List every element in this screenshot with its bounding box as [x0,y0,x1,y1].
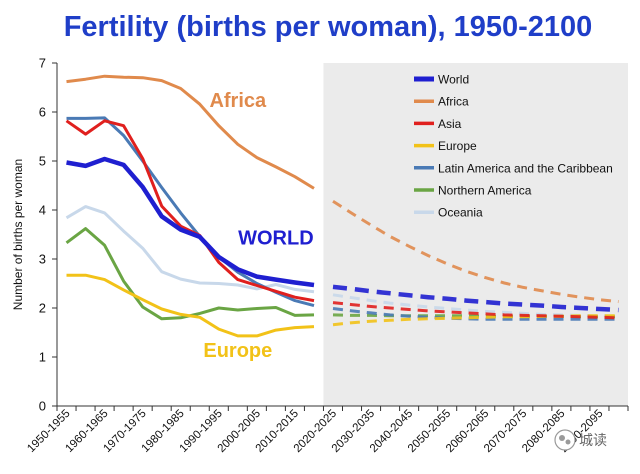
y-tick-label: 4 [39,203,46,218]
series-asia-projection [332,301,619,320]
y-tick-label: 5 [39,154,46,169]
series-world-line [66,156,315,288]
y-tick-label: 0 [39,399,46,414]
y-tick-label: 1 [39,350,46,365]
series-group [65,74,619,338]
legend-label-africa: Africa [438,95,469,109]
y-tick-label: 3 [39,252,46,267]
watermark-logo-dot [559,435,565,441]
legend-label-asia: Asia [438,117,462,131]
series-world-projection [332,284,619,313]
annotation-world: WORLD [238,227,314,249]
projection-shading [323,63,628,406]
watermark: 城读 [554,429,607,451]
legend: World Africa Asia Europe Latin America and t… [414,73,613,220]
annotations: Africa WORLD Europe [203,90,313,362]
legend-label-europe: Europe [438,139,477,153]
annotation-africa: Africa [209,90,267,112]
series-asia-line [65,119,315,303]
legend-label-oceania: Oceania [438,206,483,220]
legend-label-northern-america: Northern America [438,184,532,198]
legend-label-latin-america-and-the-caribbean: Latin America and the Caribbean [438,161,613,175]
series-africa-projection [332,199,619,304]
series-europe-line [66,273,315,338]
series-africa-line [66,74,315,190]
series-oceania-line [65,205,315,294]
chart-title: Fertility (births per woman), 1950-2100 [64,11,593,43]
annotation-europe: Europe [203,340,272,362]
watermark-logo-icon [554,429,576,451]
legend-label-world: World [438,73,469,87]
y-tick-label: 6 [39,105,46,120]
watermark-text: 城读 [579,432,607,449]
watermark-logo-dot [565,439,571,445]
y-axis-label: Number of births per woman [11,159,25,310]
y-tick-label: 7 [39,56,46,71]
y-tick-label: 2 [39,301,46,316]
